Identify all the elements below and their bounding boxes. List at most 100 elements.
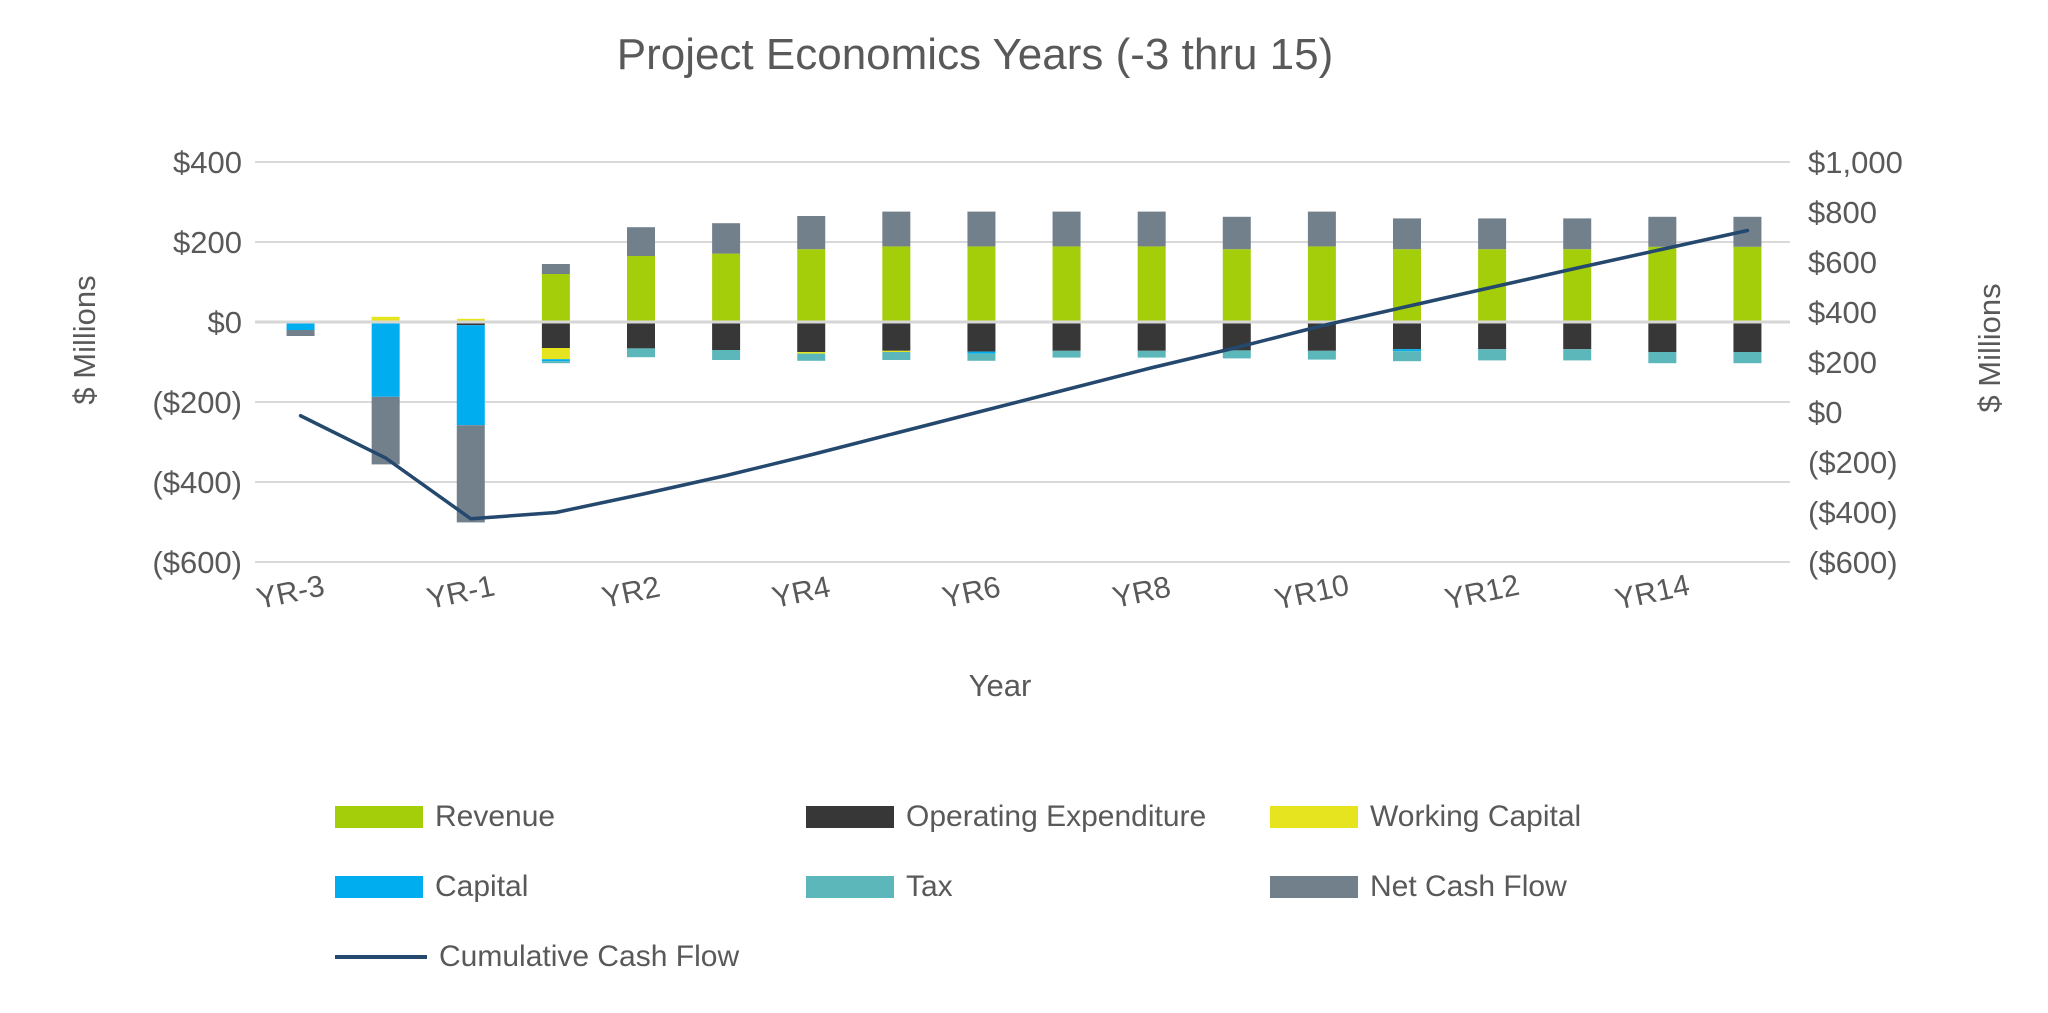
bar-segment-operating-expenditure-yr8 (1137, 322, 1166, 351)
bar-segment-tax-yr6 (967, 353, 996, 361)
x-axis-tick-label: YR-1 (424, 569, 498, 615)
left-axis-tick-label: ($600) (152, 545, 242, 580)
right-axis-tick-label: $400 (1808, 295, 1877, 330)
bar-segment-net-cash-flow-yr-3 (286, 330, 315, 336)
right-axis-tick-label: $800 (1808, 195, 1877, 230)
x-axis-tick-label: YR8 (1110, 571, 1174, 615)
left-axis-tick-label: $0 (208, 305, 242, 340)
x-axis-tick-label: YR6 (939, 571, 1003, 615)
bar-segment-net-cash-flow-yr3 (712, 223, 741, 254)
bar-segment-capital-yr-3 (286, 322, 315, 330)
bar-segment-revenue-yr15 (1733, 246, 1762, 322)
bar-segment-net-cash-flow-yr7 (1052, 211, 1081, 247)
bar-segment-capital-yr-2 (371, 322, 400, 397)
bar-segment-operating-expenditure-yr12 (1478, 322, 1507, 350)
bar-segment-net-cash-flow-yr8 (1137, 211, 1166, 247)
bar-segment-tax-yr1 (541, 361, 570, 364)
bar-segment-net-cash-flow-yr4 (797, 216, 826, 250)
right-axis-tick-label: $0 (1808, 395, 1842, 430)
bar-segment-net-cash-flow-yr9 (1222, 216, 1251, 250)
bar-segment-net-cash-flow-yr14 (1648, 216, 1677, 247)
legend-swatch-tax (806, 876, 894, 898)
bar-segment-net-cash-flow-yr11 (1393, 218, 1421, 250)
bar-segment-revenue-yr14 (1648, 246, 1677, 322)
x-axis-tick-label: YR14 (1612, 569, 1692, 617)
bar-segment-tax-yr10 (1307, 350, 1336, 360)
bar-segment-revenue-yr5 (882, 246, 911, 322)
legend-swatch-revenue (335, 806, 423, 828)
cumulative-cash-flow-line (298, 228, 1750, 521)
x-axis-title: Year (968, 668, 1032, 703)
legend-label: Tax (906, 870, 953, 903)
right-axis-tick-label: $200 (1808, 345, 1877, 380)
bar-segment-tax-yr8 (1137, 350, 1166, 358)
x-axis-tick-label: YR4 (769, 571, 833, 615)
legend: Revenue Operating Expenditure Working Capi… (335, 797, 1835, 997)
bar-segment-revenue-yr7 (1052, 246, 1081, 322)
bar-segment-revenue-yr11 (1393, 249, 1421, 322)
bar-segment-operating-expenditure-yr13 (1563, 322, 1592, 350)
bar-segment-operating-expenditure-yr5 (882, 322, 911, 351)
bar-segment-revenue-yr10 (1307, 246, 1336, 322)
bar-segment-capital-yr6 (967, 351, 996, 354)
legend-label: Working Capital (1370, 800, 1582, 833)
legend-label: Capital (435, 870, 529, 903)
bar-segment-tax-yr5 (882, 352, 911, 360)
legend-item-revenue: Revenue (335, 797, 555, 837)
legend-item-cumulative-cash-flow: Cumulative Cash Flow (335, 937, 739, 977)
bar-segment-net-cash-flow-yr13 (1563, 218, 1592, 250)
bar-segment-revenue-yr1 (541, 274, 570, 322)
bar-segment-tax-yr15 (1733, 352, 1762, 364)
bar-segment-working-capital-yr1 (541, 348, 570, 360)
bar-segment-revenue-yr3 (712, 253, 741, 322)
right-axis-tick-label: $600 (1808, 245, 1877, 280)
legend-swatch-working-capital (1270, 806, 1358, 828)
bar-segment-net-cash-flow-yr6 (967, 211, 996, 247)
left-axis-tick-label: ($400) (152, 465, 242, 500)
bar-segment-tax-yr3 (712, 350, 741, 360)
bar-segment-operating-expenditure-yr1 (541, 322, 570, 348)
bar-segment-working-capital-yr5 (882, 350, 911, 352)
bar-segment-operating-expenditure-yr2 (627, 322, 655, 349)
right-axis-tick-label: ($200) (1808, 445, 1898, 480)
bar-segment-revenue-yr9 (1222, 249, 1251, 322)
bar-segment-operating-expenditure-yr7 (1052, 322, 1081, 351)
bar-segment-operating-expenditure-yr14 (1648, 322, 1677, 352)
legend-item-net-cash-flow: Net Cash Flow (1270, 867, 1567, 907)
bar-segment-operating-expenditure-yr11 (1393, 322, 1421, 350)
bar-segment-tax-yr7 (1052, 350, 1081, 358)
x-axis-tick-label: YR-3 (254, 569, 328, 615)
bar-segment-tax-yr11 (1393, 351, 1421, 362)
legend-item-operating-expenditure: Operating Expenditure (806, 797, 1206, 837)
bar-segment-operating-expenditure-yr4 (797, 322, 826, 352)
bar-segment-revenue-yr6 (967, 246, 996, 322)
bar-segment-net-cash-flow-yr1 (541, 264, 570, 274)
legend-swatch-cumulative-cash-flow (335, 955, 427, 959)
bar-segment-revenue-yr13 (1563, 249, 1592, 322)
bar-segment-tax-yr2 (627, 348, 655, 358)
legend-label: Operating Expenditure (906, 800, 1207, 833)
bar-segment-operating-expenditure-yr6 (967, 322, 996, 352)
bar-segment-operating-expenditure-yr3 (712, 322, 741, 350)
left-axis-tick-label: $400 (173, 145, 242, 180)
bar-segment-net-cash-flow-yr10 (1307, 211, 1336, 247)
bar-segment-net-cash-flow-yr12 (1478, 218, 1507, 250)
x-axis-tick-label: YR2 (599, 571, 663, 615)
bar-segment-working-capital-yr-1 (456, 318, 485, 322)
bar-segment-working-capital-yr-2 (371, 316, 400, 322)
legend-label: Cumulative Cash Flow (439, 940, 740, 973)
bar-segment-net-cash-flow-yr5 (882, 211, 911, 247)
x-axis-tick-label: YR10 (1272, 569, 1352, 617)
legend-swatch-capital (335, 876, 423, 898)
bar-segment-revenue-yr4 (797, 249, 826, 322)
bar-segment-revenue-yr2 (627, 256, 655, 322)
bar-segment-tax-yr4 (797, 353, 826, 361)
legend-swatch-operating-expenditure (806, 806, 894, 828)
left-axis-tick-label: ($200) (152, 385, 242, 420)
bar-segment-net-cash-flow-yr2 (627, 227, 655, 256)
legend-item-capital: Capital (335, 867, 528, 907)
bar-segment-capital-yr11 (1393, 349, 1421, 352)
left-axis-tick-label: $200 (173, 225, 242, 260)
